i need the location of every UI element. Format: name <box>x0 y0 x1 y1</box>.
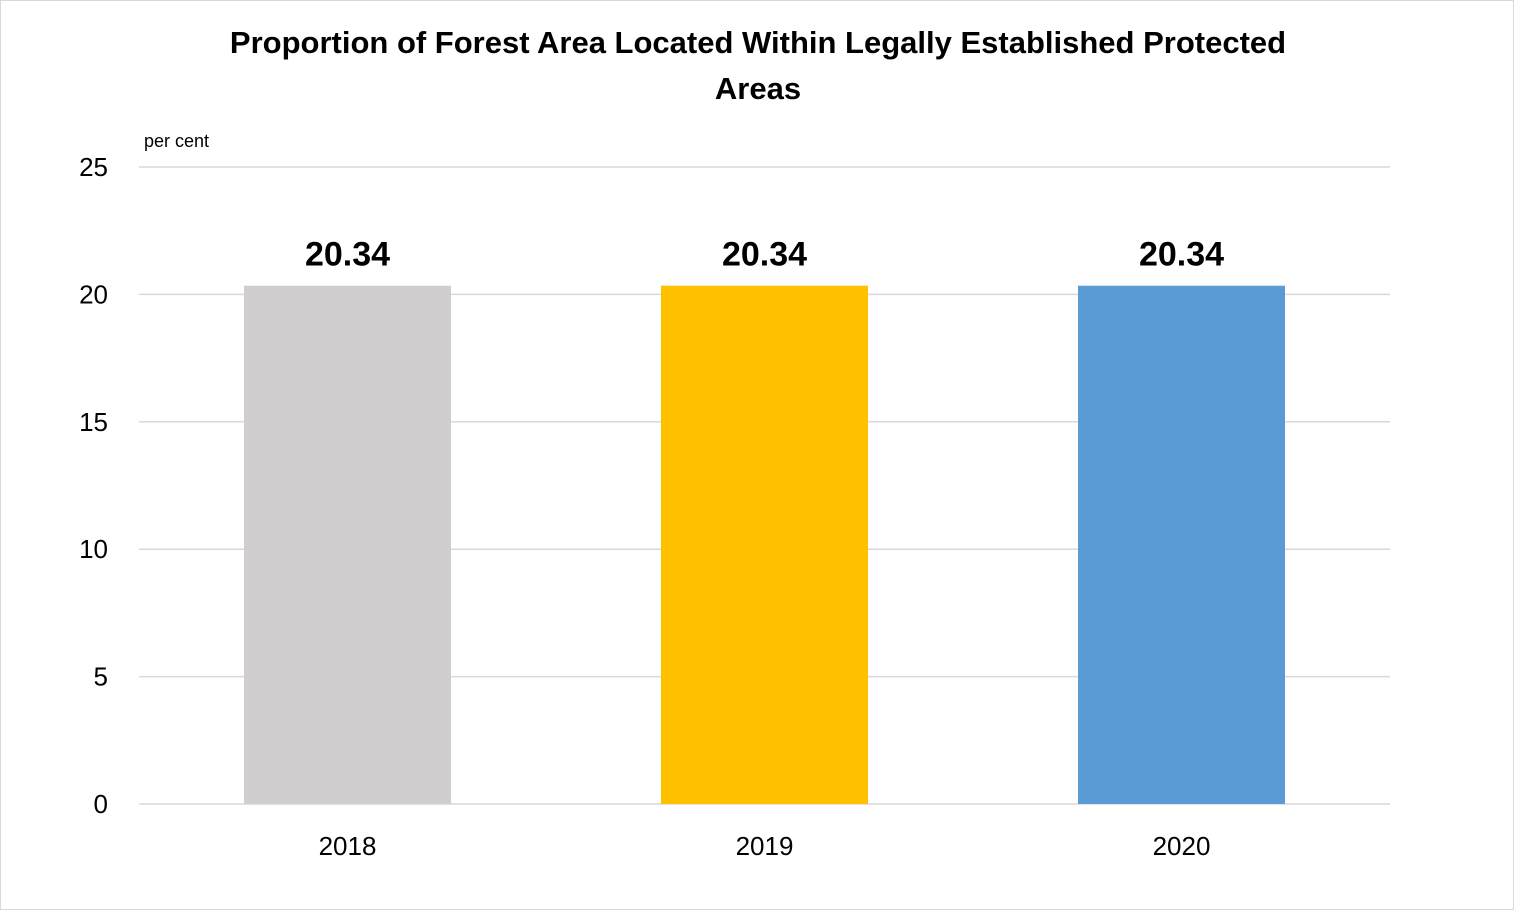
bar-2018 <box>244 285 451 804</box>
y-tick-label: 20 <box>79 279 108 309</box>
chart-title-line1: Proportion of Forest Area Located Within… <box>230 25 1286 60</box>
chart-title-line2: Areas <box>715 71 801 106</box>
data-labels: 20.34 20.34 20.34 <box>305 236 1224 274</box>
x-tick-label-2020: 2020 <box>1153 831 1211 861</box>
y-tick-label: 5 <box>94 662 108 692</box>
y-tick-label: 10 <box>79 534 108 564</box>
y-axis-unit-label: per cent <box>144 131 209 151</box>
x-tick-label-2018: 2018 <box>319 831 377 861</box>
y-tick-label: 25 <box>79 152 108 182</box>
y-axis-ticks: 0 5 10 15 20 25 <box>79 152 108 819</box>
x-tick-label-2019: 2019 <box>736 831 794 861</box>
bars <box>244 285 1285 804</box>
bar-2019 <box>661 285 868 804</box>
y-tick-label: 15 <box>79 407 108 437</box>
y-tick-label: 0 <box>94 789 108 819</box>
data-label-2019: 20.34 <box>722 236 807 274</box>
x-axis-ticks: 2018 2019 2020 <box>319 831 1211 861</box>
data-label-2020: 20.34 <box>1139 236 1224 274</box>
bar-2020 <box>1078 285 1285 804</box>
data-label-2018: 20.34 <box>305 236 390 274</box>
